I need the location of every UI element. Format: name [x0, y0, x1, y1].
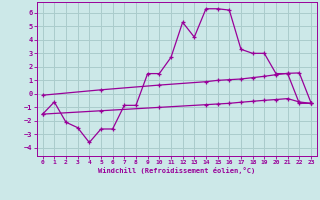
- X-axis label: Windchill (Refroidissement éolien,°C): Windchill (Refroidissement éolien,°C): [98, 167, 255, 174]
